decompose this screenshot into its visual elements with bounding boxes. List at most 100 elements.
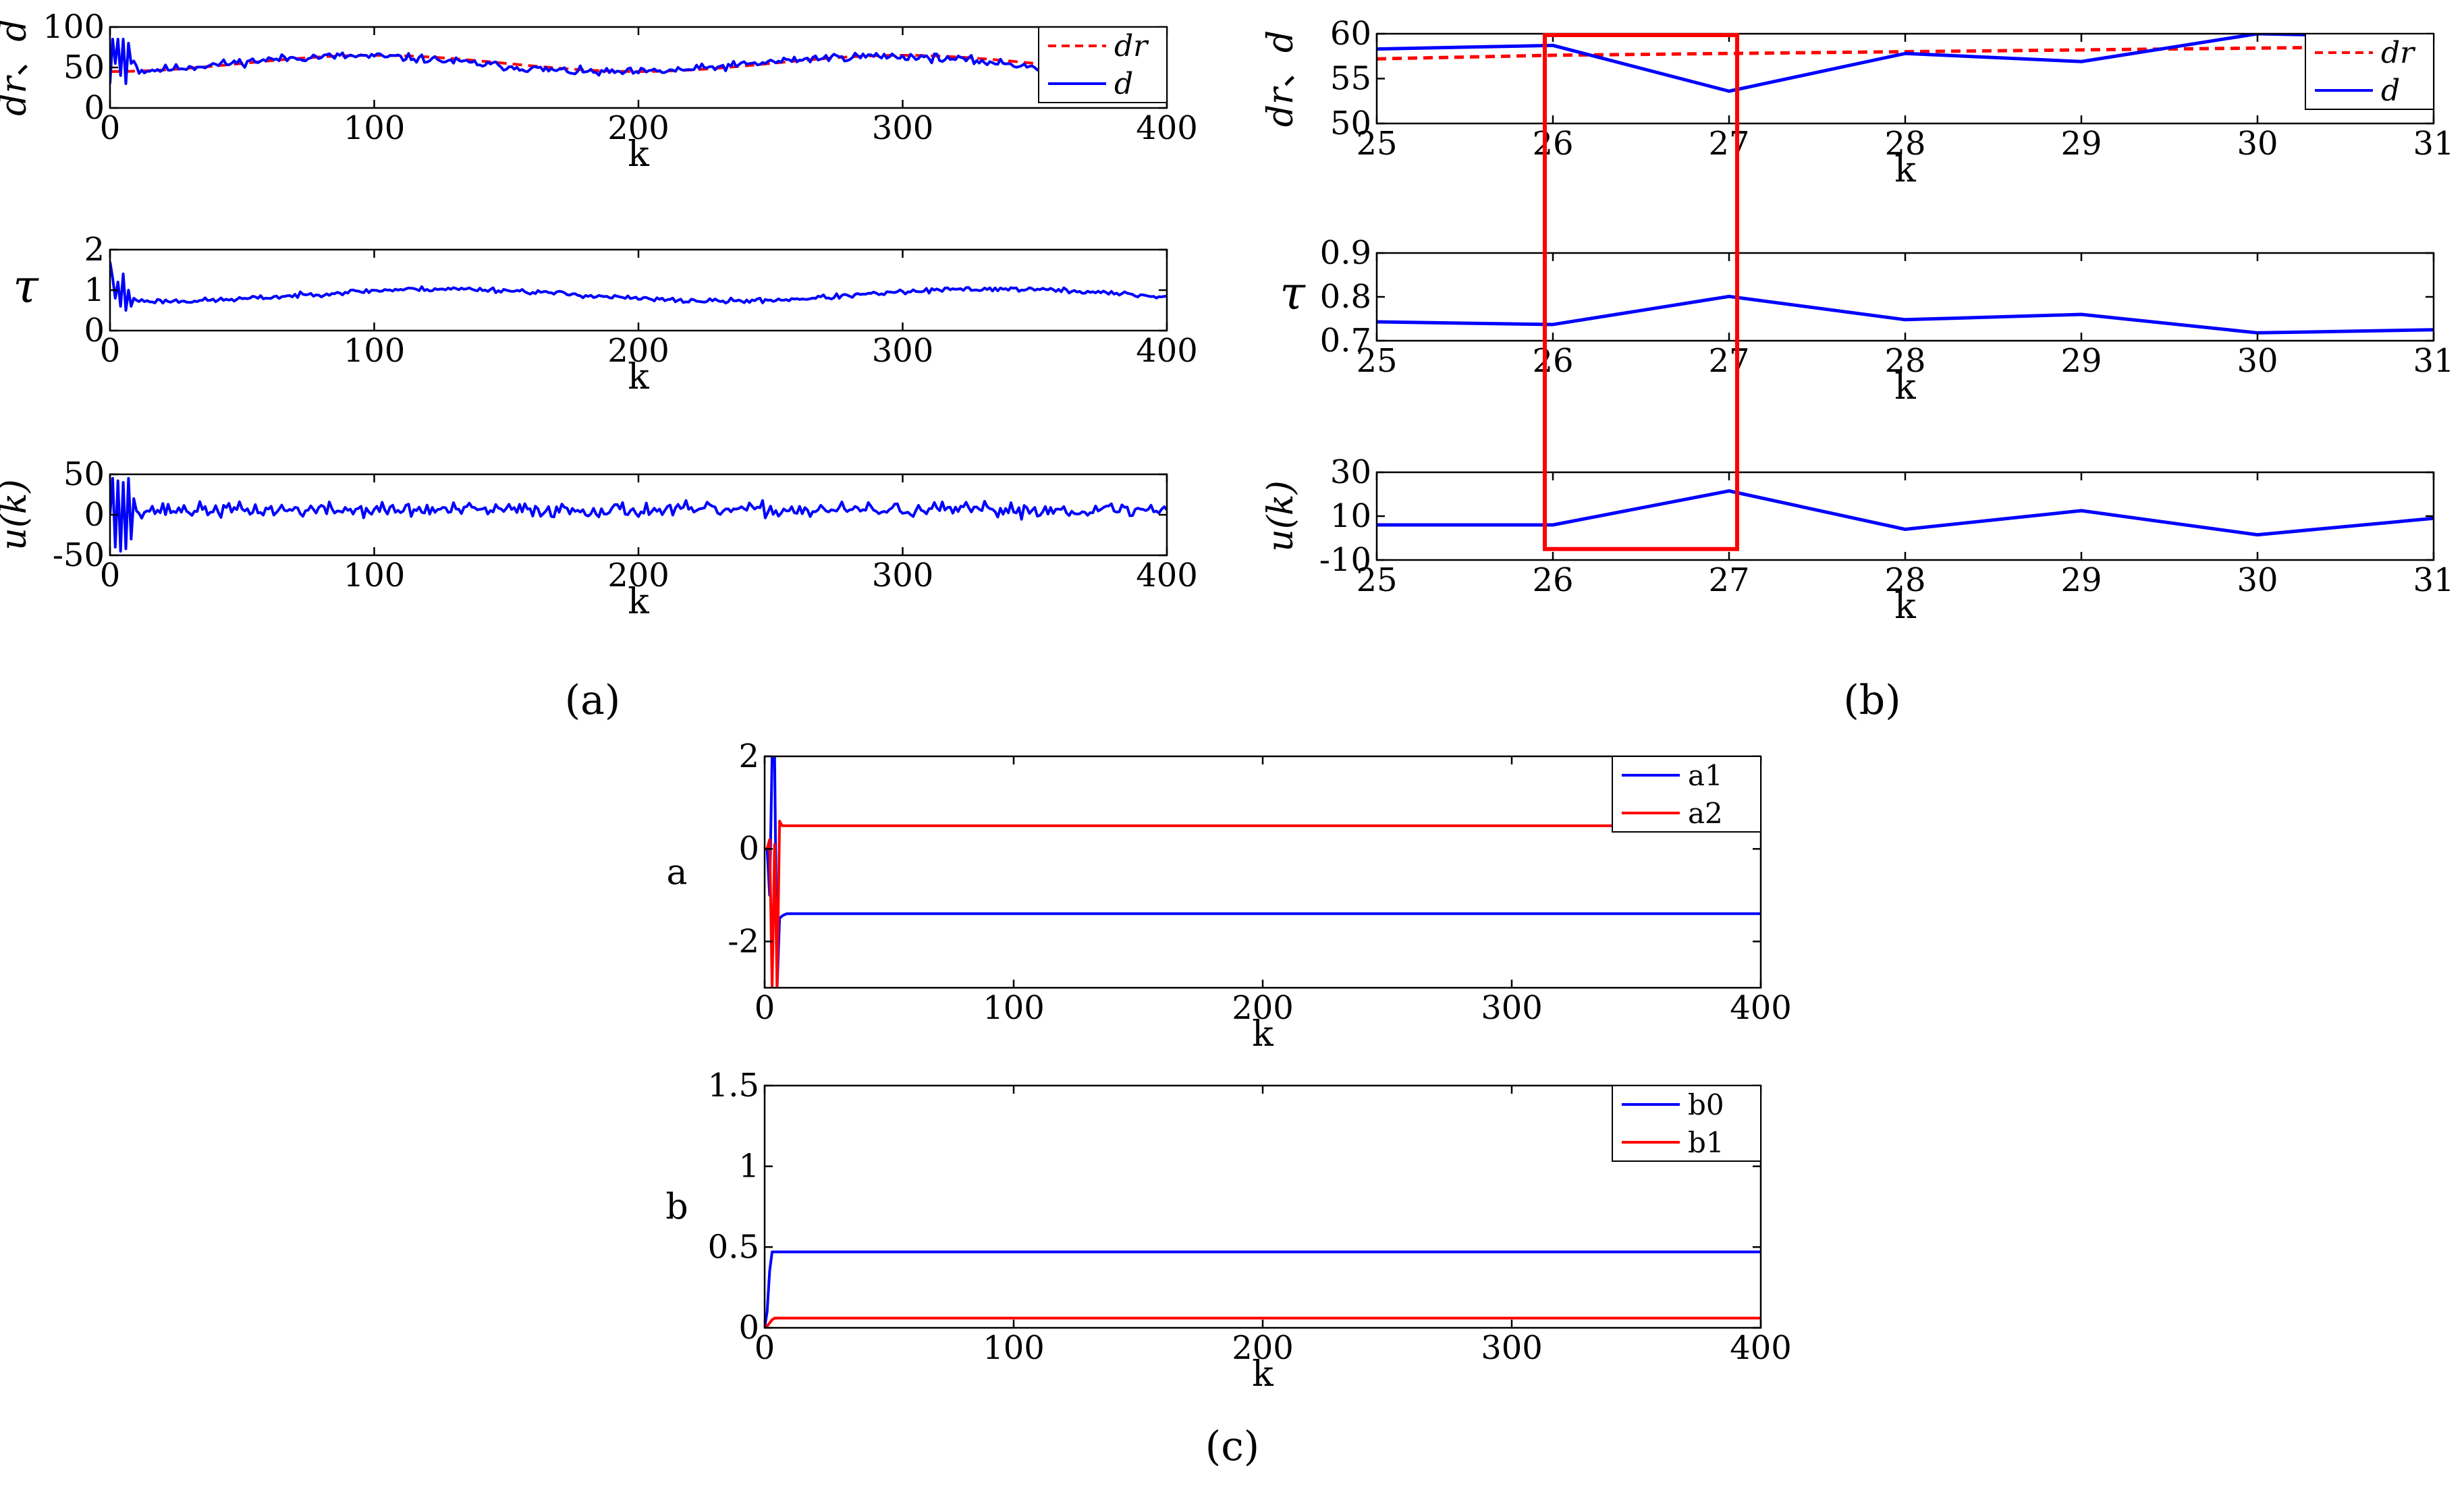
x-tick-label-b2: 26	[1532, 342, 1573, 380]
plots-layer: 0100200300400050100kdr、ddrd0100200300400…	[0, 8, 2455, 1395]
y-tick-label-a1: 0	[84, 89, 105, 127]
x-tick-label-b2: 28	[1884, 342, 1925, 380]
x-tick-label-b1: 29	[2060, 125, 2102, 163]
y-axis-label-part: u(k)	[1261, 480, 1301, 552]
y-axis-label-part: τ	[1280, 267, 1306, 320]
x-tick-label-c2: 0	[755, 1329, 775, 1367]
series-line-b2-0	[1377, 294, 2434, 335]
x-tick-label-b2: 30	[2237, 342, 2278, 380]
legend-label: d	[1114, 67, 1133, 101]
legend-box	[2305, 33, 2434, 110]
axes-box-c1	[763, 755, 1762, 989]
chart-b2: 25 26 27 28 29 30 31 0.7 0.8 0.9 k τ	[1280, 234, 2454, 408]
x-tick-label-b3: 28	[1884, 561, 1925, 599]
legend-label: a1	[1688, 759, 1723, 792]
series-line-b1-0	[1377, 45, 2434, 61]
y-axis-label-part: d	[1261, 30, 1301, 53]
x-tick-label-c2: 300	[1481, 1329, 1543, 1367]
series-line-c1-1	[765, 820, 1761, 988]
x-tick-label-a3: 0	[100, 557, 121, 594]
x-tick-label-c2: 200	[1232, 1329, 1294, 1367]
x-tick-label-b3: 26	[1532, 561, 1573, 599]
y-axis-label-part: u(k)	[0, 479, 34, 551]
x-tick-label-c1: 300	[1481, 989, 1543, 1027]
y-tick-label-a2: 0	[84, 312, 105, 349]
x-tick-label-a2: 0	[100, 332, 121, 370]
highlight-box	[1543, 33, 1739, 551]
y-tick-label-b1: 55	[1330, 60, 1371, 98]
x-tick-label-a3: 200	[607, 557, 669, 594]
x-tick-label-a3: 100	[344, 557, 406, 594]
series-line-c2-0	[765, 1250, 1761, 1328]
series-line-c1-0	[765, 756, 1761, 988]
y-axis-label-b3: u(k)	[1261, 480, 1301, 552]
x-tick-label-b2: 31	[2413, 342, 2454, 380]
y-tick-label-b2: 0.9	[1320, 234, 1371, 272]
x-axis-label-b2: k	[1894, 367, 1916, 408]
y-axis-label-b1: dr、d	[1261, 30, 1301, 127]
x-tick-label-a2: 200	[607, 332, 669, 370]
y-tick-label-b1: 50	[1330, 105, 1371, 142]
x-tick-label-a1: 100	[344, 109, 406, 147]
y-tick-label-a2: 2	[84, 231, 105, 269]
y-axis-label-part: dr	[1261, 86, 1301, 127]
y-tick-label-c2: 0.5	[708, 1228, 759, 1266]
y-tick-label-a1: 50	[63, 49, 105, 86]
legend-label: d	[2381, 74, 2400, 108]
y-axis-label-c2: b	[665, 1187, 688, 1228]
x-tick-label-c1: 400	[1730, 989, 1792, 1027]
y-axis-label-part: τ	[13, 260, 39, 314]
y-axis-label-a1: dr、d	[0, 19, 34, 115]
y-tick-label-c2: 1	[738, 1148, 759, 1185]
x-tick-label-a1: 400	[1136, 109, 1198, 147]
y-tick-label-b1: 60	[1330, 15, 1371, 53]
axes-box-a1	[109, 26, 1168, 109]
x-tick-label-c2: 100	[983, 1329, 1045, 1367]
legend-a1: dr d	[1038, 26, 1168, 103]
x-tick-label-b1: 26	[1532, 125, 1573, 163]
y-tick-label-a3: 50	[63, 455, 105, 493]
series-line-a2-0	[110, 261, 1167, 312]
series-line-c2-1	[765, 1316, 1761, 1328]
panel-label-a: (a)	[565, 677, 621, 724]
y-tick-label-c1: 2	[738, 737, 759, 775]
y-tick-label-a1: 100	[43, 8, 105, 46]
x-tick-label-b1: 30	[2237, 125, 2278, 163]
x-tick-label-b2: 25	[1356, 342, 1397, 380]
series-line-a3-0	[110, 477, 1167, 553]
y-axis-label-part: 、	[1261, 53, 1301, 88]
y-tick-label-b3: 30	[1330, 453, 1371, 491]
axes-box-b3	[1375, 471, 2435, 561]
axes-box-c2	[763, 1084, 1762, 1329]
x-tick-label-a2: 100	[344, 332, 406, 370]
y-tick-label-b3: -10	[1319, 541, 1371, 579]
x-tick-label-b1: 25	[1356, 125, 1397, 163]
y-tick-label-a3: 0	[84, 496, 105, 534]
x-tick-label-b2: 27	[1708, 342, 1749, 380]
series-line-a1-1	[110, 38, 1167, 85]
x-axis-label-a2: k	[628, 357, 649, 397]
y-axis-label-part: d	[0, 19, 34, 41]
y-axis-label-a2: τ	[13, 260, 39, 314]
y-tick-label-c1: 0	[738, 830, 759, 868]
legend-box	[1612, 756, 1761, 833]
x-axis-label-a3: k	[628, 582, 649, 622]
legend-box	[1612, 1085, 1761, 1162]
x-tick-label-b1: 27	[1708, 125, 1749, 163]
y-axis-label-part: dr	[0, 74, 34, 115]
x-tick-label-a3: 300	[872, 557, 934, 594]
legend-box	[1038, 26, 1168, 103]
axes-box-b2	[1375, 252, 2435, 342]
chart-b3: 25 26 27 28 29 30 31 -10 10 30 k u(k)	[1261, 453, 2455, 627]
x-tick-label-c2: 400	[1730, 1329, 1792, 1367]
y-tick-label-b2: 0.8	[1320, 278, 1371, 316]
y-axis-label-part: 、	[0, 42, 34, 77]
